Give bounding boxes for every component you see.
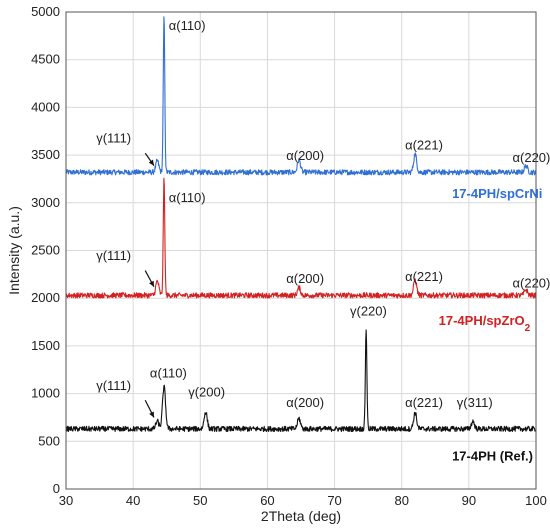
x-tick-label: 30: [59, 493, 73, 508]
axes: [65, 11, 537, 490]
tick-layer: 0 500 1000 1500 2000 2500 3000 3500 4000 4500 5000…: [31, 4, 547, 508]
peak-label: α(220): [513, 276, 550, 291]
y-axis-title: Intensity (a.u.): [6, 206, 22, 295]
arrow-head: [149, 280, 154, 287]
arrow-head: [148, 159, 154, 166]
annotation-layer: α(110) γ(111) α(200) α(221) α(220) α(110) γ(11…: [96, 18, 550, 410]
series-line-1: [65, 177, 537, 299]
peak-label: γ(111): [96, 378, 131, 393]
series-label-1: 17-4PH/spZrO2: [439, 313, 531, 334]
series-label-part: 2: [525, 322, 531, 333]
x-tick-label: 40: [126, 493, 140, 508]
peak-label: α(221): [405, 137, 443, 152]
series-label-part: 17-4PH/spZrO: [439, 313, 525, 328]
y-tick-label: 3000: [31, 195, 60, 210]
peak-label: α(110): [169, 190, 206, 205]
y-tick-label: 1500: [31, 338, 60, 353]
series-layer: [65, 16, 537, 433]
series-label-0: 17-4PH/spCrNi: [452, 186, 542, 201]
peak-label: γ(311): [457, 395, 493, 410]
y-tick-label: 2000: [31, 290, 60, 305]
peak-label: γ(111): [96, 248, 131, 263]
arrow-layer: [144, 152, 155, 418]
y-tick-label: 5000: [31, 4, 60, 19]
peak-label: γ(200): [188, 384, 225, 399]
series-label-layer: 17-4PH/spCrNi 17-4PH/spZrO2 17-4PH (Ref.): [439, 186, 543, 463]
series-line-2: [65, 329, 537, 433]
plot-frame: [65, 11, 537, 490]
peak-label: α(110): [169, 18, 206, 33]
peak-label: γ(111): [96, 131, 131, 146]
peak-label: α(221): [405, 395, 443, 410]
x-tick-label: 50: [193, 493, 207, 508]
y-tick-label: 3500: [31, 147, 60, 162]
grid: [66, 11, 536, 489]
peak-label: α(220): [513, 150, 550, 165]
series-label-2: 17-4PH (Ref.): [452, 448, 533, 463]
x-tick-label: 100: [525, 493, 547, 508]
peak-label: γ(220): [350, 303, 387, 318]
peak-label: α(200): [286, 395, 324, 410]
x-axis-title: 2Theta (deg): [261, 508, 341, 524]
y-tick-label: 2500: [31, 243, 60, 258]
y-tick-label: 0: [53, 481, 60, 496]
series-label-part: 17-4PH/spCrNi: [452, 186, 542, 201]
y-tick-label: 4000: [31, 99, 60, 114]
y-tick-label: 500: [38, 433, 60, 448]
peak-label: α(221): [405, 269, 443, 284]
peak-label: α(110): [150, 365, 187, 380]
series-line-0: [65, 16, 537, 176]
peak-label: α(200): [286, 148, 324, 163]
x-tick-label: 70: [327, 493, 341, 508]
x-tick-label: 60: [260, 493, 274, 508]
y-tick-label: 1000: [31, 386, 60, 401]
peak-label: α(200): [286, 271, 324, 286]
series-label-part: 17-4PH (Ref.): [452, 448, 533, 463]
x-tick-label: 80: [394, 493, 408, 508]
arrow-head: [149, 411, 154, 418]
y-tick-label: 4500: [31, 52, 60, 67]
x-tick-label: 90: [462, 493, 476, 508]
